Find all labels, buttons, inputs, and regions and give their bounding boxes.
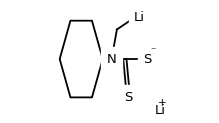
Text: S: S bbox=[124, 91, 133, 104]
Text: ⁻: ⁻ bbox=[151, 47, 156, 57]
Text: N: N bbox=[106, 53, 116, 66]
Text: S: S bbox=[143, 53, 152, 66]
Text: +: + bbox=[158, 98, 166, 108]
Text: Li: Li bbox=[134, 11, 145, 24]
Text: Li: Li bbox=[155, 104, 166, 117]
